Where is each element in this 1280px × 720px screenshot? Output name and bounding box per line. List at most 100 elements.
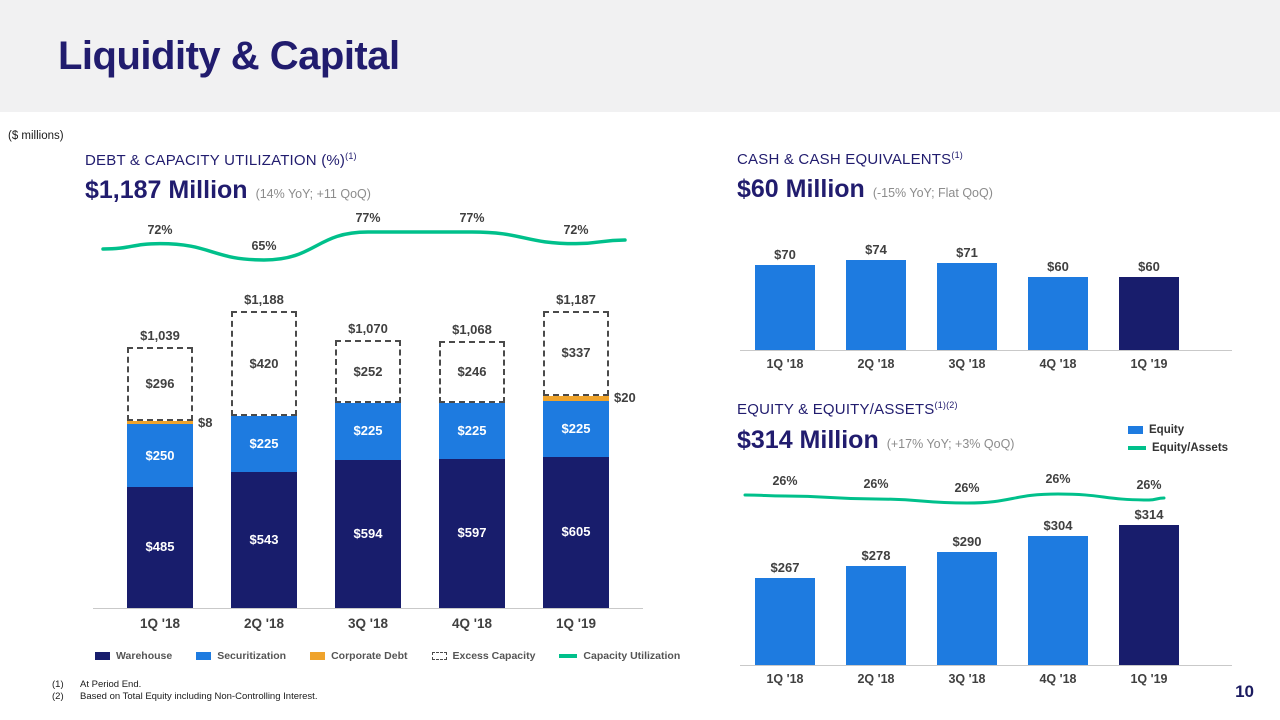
x-axis bbox=[740, 665, 1232, 666]
footnote-marker: (1) bbox=[951, 150, 963, 160]
equity-value-label: $290 bbox=[952, 534, 982, 549]
debt-section-title-text: DEBT & CAPACITY UTILIZATION (%) bbox=[85, 152, 346, 169]
excess-capacity-swatch-icon bbox=[431, 652, 447, 660]
equity-value-label: $304 bbox=[1043, 518, 1073, 534]
category-label: 2Q '18 bbox=[857, 672, 895, 686]
equity-value-label: $267 bbox=[770, 559, 800, 575]
excess-capacity-box bbox=[127, 347, 193, 422]
header-band: Liquidity & Capital bbox=[0, 0, 1280, 112]
excess-capacity-box bbox=[439, 341, 505, 403]
category-label: 3Q '18 bbox=[948, 357, 986, 371]
debt-section-title: DEBT & CAPACITY UTILIZATION (%)(1) bbox=[85, 151, 357, 169]
cash-section-title: CASH & CASH EQUIVALENTS(1) bbox=[737, 150, 963, 168]
equity-headline-note: (+17% YoY; +3% QoQ) bbox=[886, 437, 1015, 451]
debt-capacity-chart: $485 $250 $8 $296 $1,039 1Q '18 72% $543 $225 $42… bbox=[85, 211, 650, 648]
equity-bar bbox=[1119, 524, 1179, 665]
warehouse-value-label: $605 bbox=[561, 524, 591, 540]
equity-headline-value: $314 Million bbox=[737, 426, 879, 454]
corporate-debt-swatch-icon bbox=[310, 652, 326, 660]
footnotes: (1) At Period End. (2) Based on Total Equi… bbox=[52, 679, 317, 704]
legend-item-warehouse: Warehouse bbox=[95, 650, 172, 662]
category-label: 1Q '19 bbox=[1130, 672, 1168, 686]
securitization-value-label: $225 bbox=[457, 422, 487, 438]
excess-capacity-box bbox=[543, 311, 609, 396]
legend-label: Corporate Debt bbox=[331, 650, 408, 662]
cash-bar bbox=[1119, 276, 1179, 350]
total-label: $1,068 bbox=[452, 322, 492, 337]
cash-bar bbox=[755, 264, 815, 350]
cash-value-label: $74 bbox=[865, 241, 887, 257]
equity-chart-legend: Equity Equity/Assets bbox=[1128, 424, 1228, 454]
cash-section-title-text: CASH & CASH EQUIVALENTS bbox=[737, 151, 952, 168]
debt-headline-note: (14% YoY; +11 QoQ) bbox=[255, 187, 371, 201]
warehouse-value-label: $597 bbox=[457, 525, 487, 541]
warehouse-bar bbox=[127, 486, 193, 608]
equity-bar bbox=[937, 552, 997, 665]
equity-value-label: $278 bbox=[861, 547, 891, 563]
total-label: $1,187 bbox=[556, 292, 596, 308]
category-label: 1Q '19 bbox=[1130, 357, 1168, 371]
corporate-debt-bar bbox=[543, 395, 609, 401]
equity-bar bbox=[846, 565, 906, 665]
utilization-percent-label: 72% bbox=[563, 222, 589, 237]
excess-capacity-box bbox=[231, 311, 297, 416]
securitization-value-label: $250 bbox=[145, 447, 175, 463]
equity-assets-percent-label: 26% bbox=[1136, 478, 1162, 492]
cash-value-label: $70 bbox=[774, 246, 796, 262]
corporate-debt-value-label: $8 bbox=[198, 415, 213, 431]
legend-item-equity: Equity bbox=[1128, 424, 1228, 436]
equity-section-title-text: EQUITY & EQUITY/ASSETS bbox=[737, 401, 935, 418]
category-label: 1Q '18 bbox=[140, 616, 180, 631]
category-label: 1Q '18 bbox=[766, 357, 804, 371]
category-label: 1Q '18 bbox=[766, 672, 804, 686]
footnote-1-text: At Period End. bbox=[80, 679, 142, 690]
warehouse-value-label: $543 bbox=[249, 532, 279, 548]
category-label: 1Q '19 bbox=[556, 616, 596, 631]
equity-assets-percent-label: 26% bbox=[1045, 472, 1071, 486]
cash-headline-value: $60 Million bbox=[737, 175, 865, 203]
footnote-marker: (1) bbox=[345, 151, 357, 161]
equity-assets-percent-label: 26% bbox=[954, 481, 980, 495]
equity-assets-percent-label: 26% bbox=[863, 477, 889, 491]
debt-chart-legend: Warehouse Securitization Corporate Debt … bbox=[95, 650, 680, 662]
corporate-debt-bar bbox=[127, 421, 193, 425]
footnote-1-number: (1) bbox=[52, 679, 64, 690]
footnote-marker: (1)(2) bbox=[934, 400, 958, 410]
corporate-debt-value-label: $20 bbox=[614, 389, 636, 405]
legend-item-capacity-utilization: Capacity Utilization bbox=[559, 650, 680, 662]
securitization-swatch-icon bbox=[196, 652, 212, 660]
equity-assets-swatch-icon bbox=[1128, 446, 1146, 450]
legend-label: Equity/Assets bbox=[1152, 442, 1229, 454]
utilization-percent-label: 77% bbox=[459, 211, 485, 225]
excess-capacity-box bbox=[335, 340, 401, 404]
category-label: 4Q '18 bbox=[1039, 672, 1077, 686]
securitization-value-label: $225 bbox=[249, 436, 279, 452]
excess-capacity-value-label: $296 bbox=[145, 376, 175, 392]
footnote-2-text: Based on Total Equity including Non-Cont… bbox=[80, 691, 318, 703]
category-label: 2Q '18 bbox=[857, 357, 895, 371]
category-label: 4Q '18 bbox=[452, 616, 492, 631]
cash-value-label: $60 bbox=[1047, 258, 1069, 274]
x-axis bbox=[93, 608, 643, 609]
warehouse-bar bbox=[335, 459, 401, 608]
capacity-utilization-swatch-icon bbox=[559, 654, 578, 658]
equity-chart: $267 1Q '18 26% $278 2Q '18 26% $290 3Q '18 26% $… bbox=[740, 460, 1232, 692]
warehouse-bar bbox=[543, 456, 609, 608]
legend-label: Equity bbox=[1149, 424, 1185, 436]
units-label: ($ millions) bbox=[8, 130, 64, 142]
cash-value-label: $71 bbox=[956, 245, 978, 261]
warehouse-value-label: $485 bbox=[145, 539, 175, 555]
securitization-value-label: $225 bbox=[561, 420, 591, 436]
footnote-1: (1) At Period End. bbox=[52, 679, 317, 691]
cash-bar bbox=[846, 259, 906, 350]
footnote-2-number: (2) bbox=[52, 691, 64, 703]
legend-item-securitization: Securitization bbox=[196, 650, 286, 662]
equity-swatch-icon bbox=[1128, 426, 1143, 434]
legend-label: Warehouse bbox=[116, 650, 173, 662]
equity-headline: $314 Million (+17% YoY; +3% QoQ) bbox=[737, 426, 1014, 455]
equity-value-label: $314 bbox=[1134, 506, 1164, 522]
debt-headline: $1,187 Million (14% YoY; +11 QoQ) bbox=[85, 176, 371, 205]
warehouse-swatch-icon bbox=[95, 652, 110, 660]
equity-bar bbox=[755, 577, 815, 665]
